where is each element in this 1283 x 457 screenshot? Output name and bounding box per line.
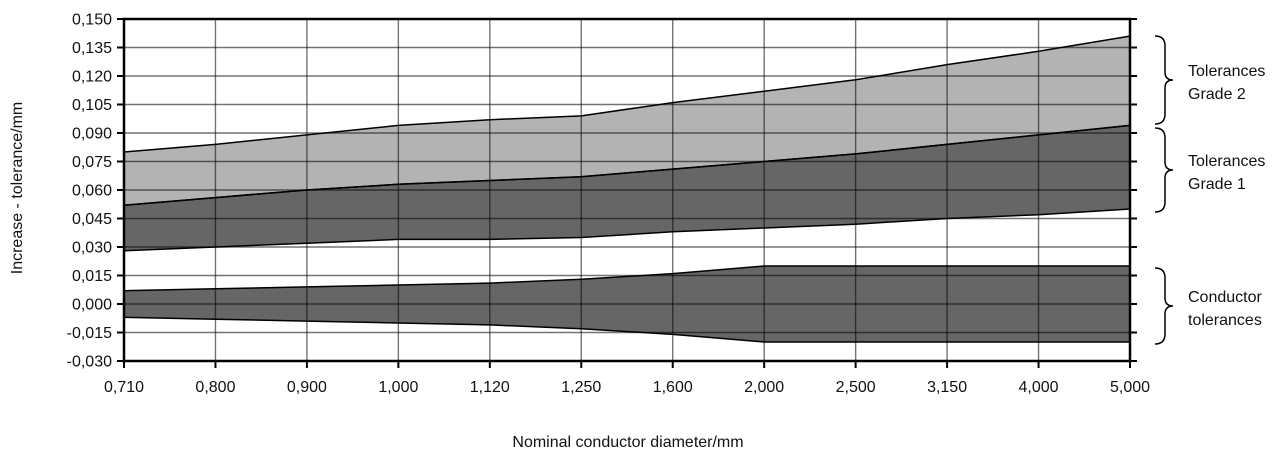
band-outlines (123, 35, 1131, 343)
y-tick-label: 0,090 (72, 126, 112, 143)
x-tick-label: 4,000 (1019, 379, 1059, 396)
y-tick-label: 0,045 (72, 211, 112, 228)
x-tick-label: 1,120 (470, 379, 510, 396)
band-brackets: Tolerances Grade 2 Tolerances Grade 1 Conduc… (1154, 35, 1265, 345)
band-label-line: Tolerances (1188, 153, 1265, 170)
bracket-1 (1154, 35, 1174, 125)
y-tick-label: -0,030 (67, 354, 112, 371)
band-label-line: tolerances (1188, 312, 1262, 329)
x-tick-label: 2,000 (744, 379, 784, 396)
y-tick-label: 0,075 (72, 154, 112, 171)
x-tick-label: 0,800 (195, 379, 235, 396)
x-axis-title: Nominal conductor diameter/mm (512, 434, 743, 451)
band-area-2 (124, 125, 1130, 251)
y-tick-label: 0,000 (72, 297, 112, 314)
x-tick-label: 1,250 (561, 379, 601, 396)
bracket-2 (1154, 127, 1174, 213)
band-1-upper-line (123, 35, 1131, 153)
y-tick-label: 0,060 (72, 183, 112, 200)
y-tick-label: 0,015 (72, 268, 112, 285)
x-axis-ticks: 0,710 0,800 0,900 1,000 1,120 1,250 1,600 2,000… (104, 361, 1150, 396)
x-tick-label: 0,900 (287, 379, 327, 396)
x-tick-label: 0,710 (104, 379, 144, 396)
y-tick-label: -0,015 (67, 325, 112, 342)
band-label-line: Grade 2 (1188, 86, 1246, 103)
x-tick-label: 3,150 (927, 379, 967, 396)
y-tick-label: 0,120 (72, 69, 112, 86)
x-tick-label: 5,000 (1110, 379, 1150, 396)
y-tick-label: 0,030 (72, 240, 112, 257)
x-tick-label: 2,500 (836, 379, 876, 396)
band-2-upper-line (123, 124, 1131, 206)
band-label-line: Conductor (1188, 289, 1262, 306)
y-tick-label: 0,105 (72, 97, 112, 114)
x-tick-label: 1,600 (653, 379, 693, 396)
band-label-line: Tolerances (1188, 63, 1265, 80)
band-area-1 (124, 36, 1130, 206)
band-label-line: Grade 1 (1188, 176, 1246, 193)
y-axis-ticks: -0,030 -0,015 0,000 0,015 0,030 0,045 0,060 0,0… (67, 12, 1137, 371)
y-tick-label: 0,150 (72, 12, 112, 29)
band-3-upper-line (123, 265, 1130, 292)
x-tick-label: 1,000 (378, 379, 418, 396)
tolerance-bands (124, 36, 1130, 342)
y-tick-label: 0,135 (72, 40, 112, 57)
bracket-3 (1154, 267, 1174, 345)
band-3-lower-line (123, 316, 1130, 343)
grid-lines (123, 18, 1131, 362)
y-axis-title: Increase - tolerance/mm (9, 102, 26, 275)
band-2-lower-line (123, 208, 1131, 252)
